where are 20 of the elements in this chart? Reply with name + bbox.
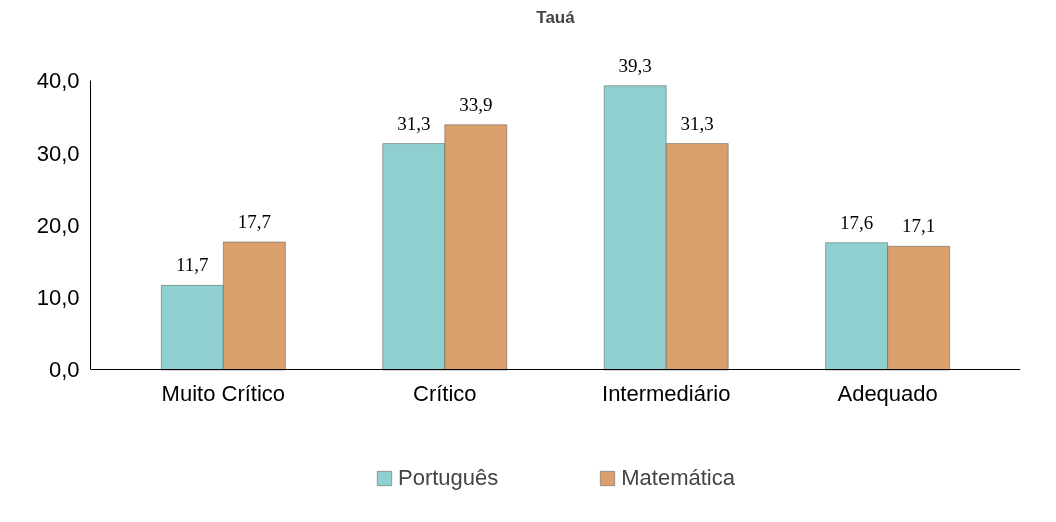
legend-label: Matemática: [621, 465, 736, 491]
y-tick-label: 20,0: [36, 212, 80, 238]
x-tick-label: Intermediário: [602, 380, 731, 406]
x-tick-label: Muito Crítico: [161, 380, 286, 406]
legend-label: Português: [397, 465, 499, 491]
data-label: 17,7: [237, 210, 271, 232]
x-tick-label: Crítico: [413, 380, 477, 406]
data-label: 31,3: [397, 112, 431, 134]
x-tick-label: Adequado: [837, 380, 938, 406]
y-tick-label: 30,0: [36, 140, 80, 166]
data-label: 17,6: [840, 211, 874, 233]
data-label: 39,3: [618, 54, 652, 76]
y-tick-label: 0,0: [48, 357, 80, 383]
data-label: 11,7: [176, 254, 209, 276]
y-tick-label: 10,0: [36, 285, 80, 311]
data-label: 31,3: [680, 112, 714, 134]
chart-title: Tauá: [536, 7, 576, 27]
data-label: 17,1: [902, 215, 936, 237]
y-tick-label: 40,0: [36, 68, 80, 94]
data-label: 33,9: [459, 93, 493, 115]
